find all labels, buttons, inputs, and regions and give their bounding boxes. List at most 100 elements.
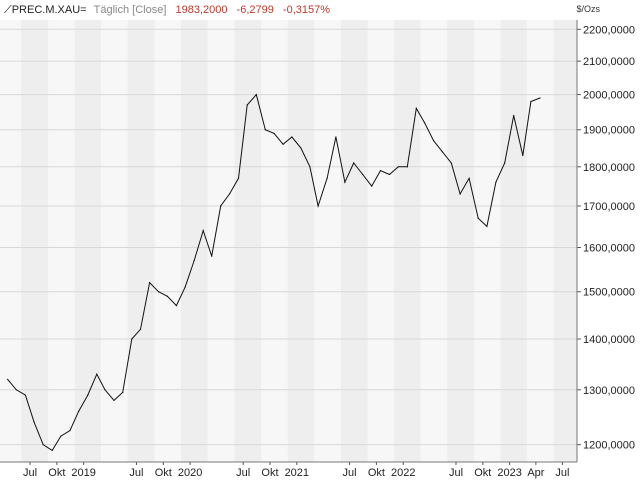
price-point	[459, 193, 461, 195]
price-point	[158, 291, 160, 293]
quarter-band	[74, 20, 101, 462]
y-tick-label: 1900,0000	[583, 125, 635, 137]
price-point	[326, 177, 328, 179]
price-point	[246, 104, 248, 106]
price-point	[309, 166, 311, 168]
price-point	[220, 205, 222, 207]
price-point	[282, 143, 284, 145]
quarter-band	[553, 20, 577, 462]
price-point	[441, 151, 443, 153]
price-point	[211, 255, 213, 257]
y-tick-label: 1600,0000	[583, 243, 635, 255]
price-point	[193, 259, 195, 262]
x-tick-label: 2020	[178, 467, 202, 479]
price-point	[335, 136, 337, 138]
price-point	[513, 114, 515, 117]
y-tick-label: 2000,0000	[583, 90, 635, 102]
price-change-pct: -0,3157%	[282, 4, 331, 16]
price-point	[362, 173, 364, 176]
price-point	[51, 449, 53, 451]
price-point	[504, 162, 506, 164]
quarter-band	[447, 20, 475, 462]
x-tick-label: Jul	[555, 467, 569, 479]
price-point	[371, 185, 373, 187]
quarter-band	[127, 20, 155, 462]
x-tick-label: Jul	[129, 467, 143, 479]
price-point	[273, 132, 275, 134]
price-point	[228, 193, 231, 195]
price-point	[450, 162, 452, 164]
price-point	[388, 173, 391, 176]
price-point	[353, 162, 355, 164]
price-point	[104, 389, 106, 391]
chart-header: ⟋PREC.M.XAU= Täglich [Close] 1983,2000 -…	[2, 3, 333, 17]
y-tick-label: 1800,0000	[583, 162, 635, 174]
quarter-band	[500, 20, 527, 462]
quarter-band	[21, 20, 49, 462]
price-point	[42, 444, 44, 446]
price-point	[255, 93, 257, 96]
price-point	[522, 154, 524, 157]
quarter-band	[340, 20, 368, 462]
x-tick-label: 2021	[285, 467, 309, 479]
price-point	[69, 429, 71, 432]
quarter-band	[394, 20, 421, 462]
x-tick-label: Jul	[236, 467, 250, 479]
price-point	[33, 421, 35, 423]
x-tick-label: Okt	[261, 467, 278, 479]
price-point	[486, 225, 488, 228]
x-tick-label: Okt	[48, 467, 65, 479]
x-tick-label: 2019	[71, 467, 95, 479]
price-point	[291, 136, 293, 138]
price-point	[184, 286, 186, 288]
quarter-band	[234, 20, 262, 462]
y-tick-label: 1200,0000	[583, 440, 635, 452]
price-point	[113, 399, 115, 402]
x-tick-label: 2022	[391, 467, 415, 479]
x-tick-label: Okt	[474, 467, 491, 479]
price-point	[148, 282, 151, 284]
y-tick-label: 1500,0000	[583, 287, 635, 299]
price-point	[24, 394, 26, 396]
price-point	[60, 435, 62, 437]
x-tick-label: 2023	[497, 467, 521, 479]
price-point	[344, 181, 346, 183]
chart-symbol-icon: ⟋	[4, 4, 12, 16]
price-point	[175, 304, 177, 307]
price-point	[468, 177, 470, 179]
price-point	[87, 394, 89, 396]
x-tick-label: Okt	[368, 467, 385, 479]
price-point	[432, 140, 435, 142]
price-point	[202, 229, 204, 232]
instrument-symbol: PREC.M.XAU=	[11, 4, 87, 16]
price-point	[300, 147, 302, 149]
price-point	[530, 100, 532, 103]
y-tick-label: 1400,0000	[583, 334, 635, 346]
price-point	[317, 205, 319, 207]
price-change: -6,2799	[236, 4, 274, 16]
x-tick-label: Jul	[343, 467, 357, 479]
price-point	[96, 373, 98, 375]
price-point	[237, 177, 240, 179]
price-point	[264, 129, 266, 131]
price-point	[122, 391, 124, 394]
x-tick-label: Jul	[449, 467, 463, 479]
y-tick-label: 2100,0000	[583, 56, 635, 68]
price-point	[495, 181, 497, 183]
x-tick-label: Okt	[155, 467, 172, 479]
y-tick-label: 1700,0000	[583, 201, 635, 213]
price-point	[539, 97, 541, 99]
price-point	[477, 217, 479, 219]
last-price: 1983,2000	[175, 4, 228, 16]
period-label: Täglich [Close]	[93, 4, 167, 16]
price-point	[415, 107, 417, 110]
price-point	[423, 121, 426, 124]
x-tick-label: Apr	[527, 467, 544, 479]
price-point	[397, 166, 399, 168]
price-point	[166, 295, 168, 297]
price-point	[78, 410, 80, 412]
price-point	[406, 166, 408, 168]
y-tick-label: 2200,0000	[583, 24, 635, 36]
price-point	[15, 389, 17, 391]
